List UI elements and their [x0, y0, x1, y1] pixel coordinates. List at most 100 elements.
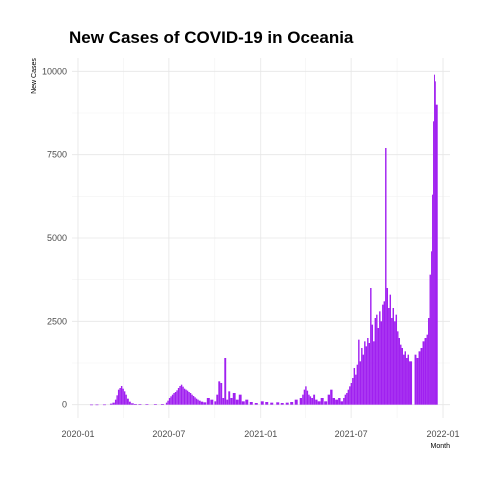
- y-tick-label: 2500: [47, 316, 67, 326]
- bar: [171, 394, 174, 405]
- bar: [380, 321, 383, 405]
- bar: [309, 396, 312, 405]
- bar: [420, 348, 423, 405]
- bar: [265, 402, 269, 405]
- bar: [365, 346, 368, 405]
- bar: [176, 390, 178, 405]
- bar: [416, 358, 419, 405]
- bar: [145, 404, 149, 405]
- bar: [426, 334, 428, 405]
- bar: [340, 401, 344, 405]
- bar: [353, 368, 356, 405]
- bar: [230, 398, 233, 405]
- bar: [344, 394, 347, 405]
- bar: [432, 194, 433, 405]
- bar: [109, 403, 113, 405]
- bar: [311, 398, 314, 405]
- grid-lines: [72, 58, 450, 418]
- bar: [285, 402, 289, 405]
- bar: [315, 399, 318, 405]
- bar: [362, 354, 365, 405]
- bar: [182, 386, 184, 405]
- bar: [409, 361, 413, 405]
- bar: [89, 404, 93, 406]
- bar: [232, 393, 236, 405]
- bar: [130, 403, 134, 405]
- x-tick-label: 2021-07: [335, 429, 368, 439]
- bars: [89, 74, 438, 406]
- bar: [123, 391, 126, 405]
- bar: [302, 394, 304, 405]
- bar: [174, 392, 177, 405]
- bar: [343, 398, 345, 405]
- bar: [210, 399, 214, 405]
- bar: [418, 351, 421, 405]
- bar: [165, 402, 168, 405]
- bar: [254, 403, 258, 405]
- bar: [120, 386, 123, 405]
- bar: [377, 328, 380, 405]
- bar: [133, 404, 137, 405]
- bar: [153, 404, 157, 405]
- y-tick-label: 0: [62, 400, 67, 410]
- bar: [188, 392, 190, 405]
- bar: [401, 348, 403, 405]
- bar: [226, 399, 229, 405]
- x-axis-label: Month: [431, 443, 451, 450]
- bar: [177, 388, 180, 405]
- bar: [128, 401, 131, 405]
- bar: [349, 386, 351, 405]
- x-ticks: 2020-01 2020-07 2021-01 2021-07 2022-01: [61, 429, 459, 439]
- bar: [160, 404, 164, 405]
- bar: [218, 381, 221, 405]
- bar: [398, 338, 400, 405]
- bar: [388, 308, 390, 405]
- bar: [385, 148, 387, 405]
- bar: [245, 399, 249, 405]
- bar: [189, 393, 192, 405]
- bar: [216, 394, 219, 405]
- bar: [191, 394, 193, 405]
- bar: [313, 394, 316, 405]
- bar: [356, 364, 359, 405]
- bar: [206, 398, 210, 405]
- bar: [414, 354, 417, 405]
- bar: [364, 341, 366, 405]
- bar: [317, 401, 321, 405]
- bar: [383, 301, 386, 405]
- bar: [194, 397, 196, 405]
- bar: [330, 389, 333, 405]
- bar: [370, 288, 372, 405]
- bar: [117, 389, 120, 405]
- bar: [270, 402, 274, 405]
- bar: [168, 398, 171, 405]
- bar: [338, 398, 341, 405]
- x-tick-label: 2022-01: [426, 429, 459, 439]
- y-tick-label: 5000: [47, 233, 67, 243]
- bar: [346, 393, 348, 405]
- bar: [374, 318, 377, 405]
- bar: [422, 341, 425, 405]
- bar: [183, 388, 186, 405]
- bar: [327, 394, 331, 405]
- bar: [332, 398, 336, 405]
- bar: [373, 341, 375, 405]
- bar: [197, 399, 199, 405]
- bar: [392, 308, 394, 405]
- bar: [119, 388, 121, 405]
- bar: [382, 304, 384, 405]
- bar: [95, 404, 99, 406]
- bar: [404, 351, 406, 405]
- bar: [186, 390, 189, 405]
- bar: [299, 398, 303, 405]
- bar: [435, 81, 436, 405]
- bar: [114, 399, 117, 405]
- bar: [122, 388, 124, 405]
- bar: [185, 389, 187, 405]
- bar: [376, 314, 378, 405]
- bar: [347, 389, 350, 405]
- bar: [276, 402, 280, 405]
- bar: [352, 378, 354, 405]
- bar: [238, 394, 242, 405]
